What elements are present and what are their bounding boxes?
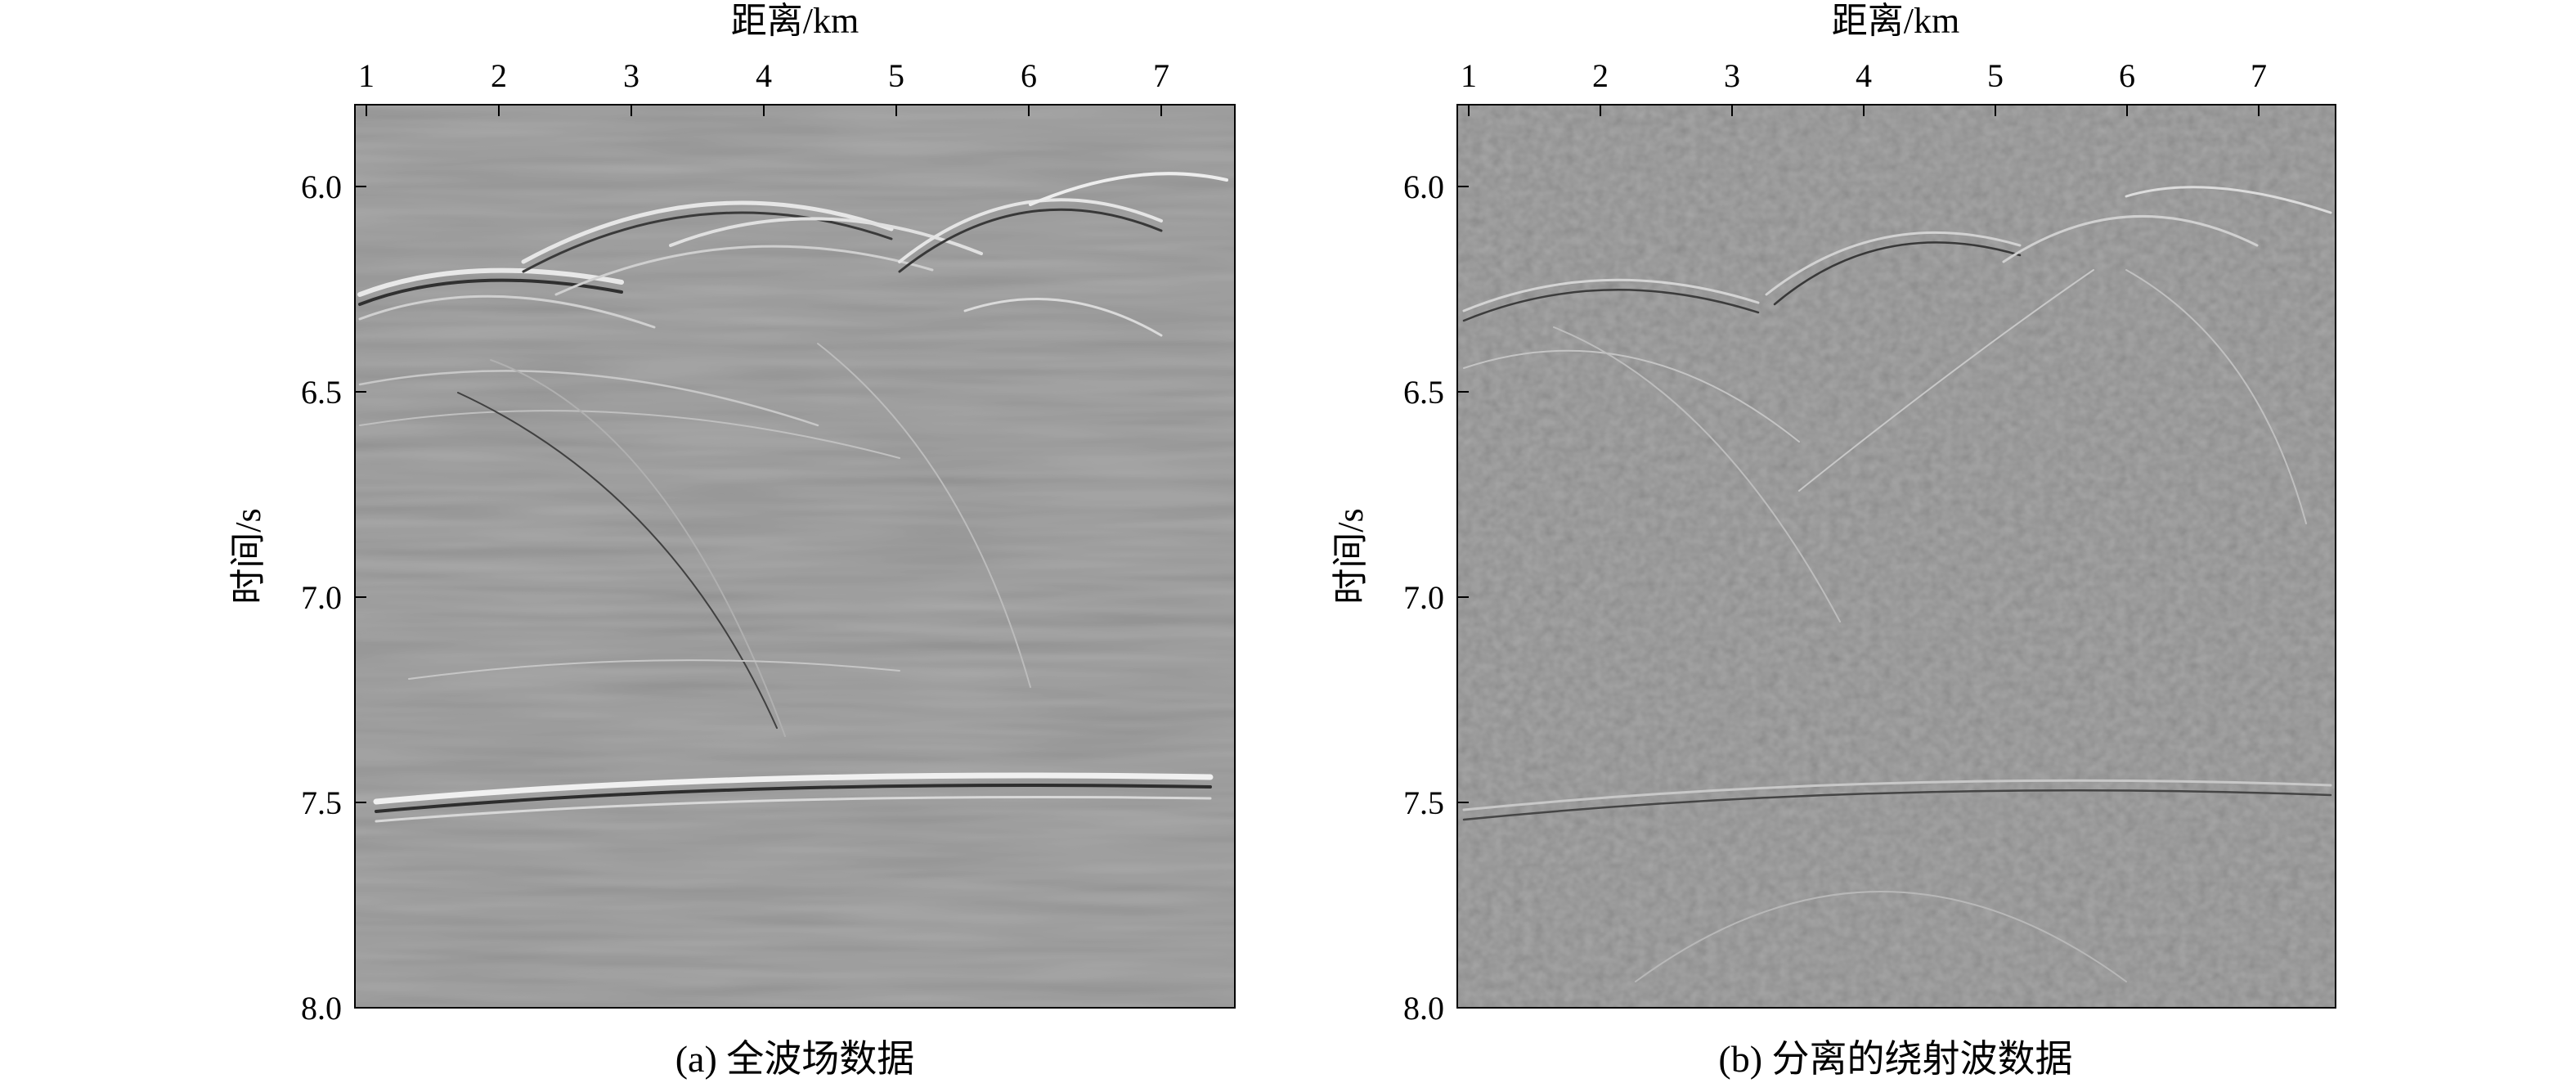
x-tick-label-a: 6: [1021, 57, 1037, 94]
x-tick-label-b: 2: [1592, 57, 1609, 94]
y-axis-ticks-b: [1457, 186, 1469, 1009]
y-tick-label-a: 6.0: [301, 169, 342, 205]
x-tick-label-b: 7: [2251, 57, 2267, 94]
y-tick-label-b: 6.0: [1403, 169, 1444, 205]
x-tick-label-a: 4: [756, 57, 772, 94]
y-tick-label-a: 7.0: [301, 579, 342, 616]
y-axis-ticks-a: [355, 186, 366, 1009]
y-tick-label-b: 6.5: [1403, 374, 1444, 411]
x-tick-label-b: 3: [1724, 57, 1740, 94]
y-tick-label-a: 8.0: [301, 990, 342, 1027]
x-tick-label-b: 4: [1856, 57, 1872, 94]
x-tick-label-b: 5: [1987, 57, 2004, 94]
y-tick-label-b: 8.0: [1403, 990, 1444, 1027]
y-tick-label-b: 7.0: [1403, 579, 1444, 616]
y-tick-label-a: 6.5: [301, 374, 342, 411]
y-axis-label-b: 时间/s: [1331, 508, 1371, 604]
seismic-image-a: [355, 105, 1235, 1008]
x-axis-ticks-a: [366, 105, 1162, 116]
x-axis-ticks-b: [1468, 105, 2260, 116]
panel-b: 1 2 3 4 5 6 7 距离/km 6.0 6.5 7.0 7.5 8.0 …: [1331, 1, 2336, 1080]
y-tick-label-b: 7.5: [1403, 784, 1444, 821]
x-tick-label-a: 3: [623, 57, 640, 94]
y-axis-label-a: 时间/s: [228, 508, 268, 604]
x-tick-label-a: 5: [888, 57, 904, 94]
panel-a: 1 2 3 4 5 6 7 距离/km 6.0 6.5 7.0 7.5 8.0 …: [228, 1, 1236, 1080]
x-axis-label-a: 距离/km: [731, 1, 859, 41]
x-tick-label-b: 1: [1461, 57, 1477, 94]
x-tick-label-a: 7: [1153, 57, 1169, 94]
seismic-image-b: [1457, 105, 2336, 1008]
x-tick-label-b: 6: [2119, 57, 2135, 94]
y-tick-label-a: 7.5: [301, 784, 342, 821]
caption-b: (b) 分离的绕射波数据: [1718, 1038, 2072, 1080]
x-axis-label-b: 距离/km: [1832, 1, 1959, 41]
x-tick-label-a: 1: [358, 57, 375, 94]
caption-a: (a) 全波场数据: [675, 1038, 915, 1080]
x-tick-label-a: 2: [491, 57, 507, 94]
